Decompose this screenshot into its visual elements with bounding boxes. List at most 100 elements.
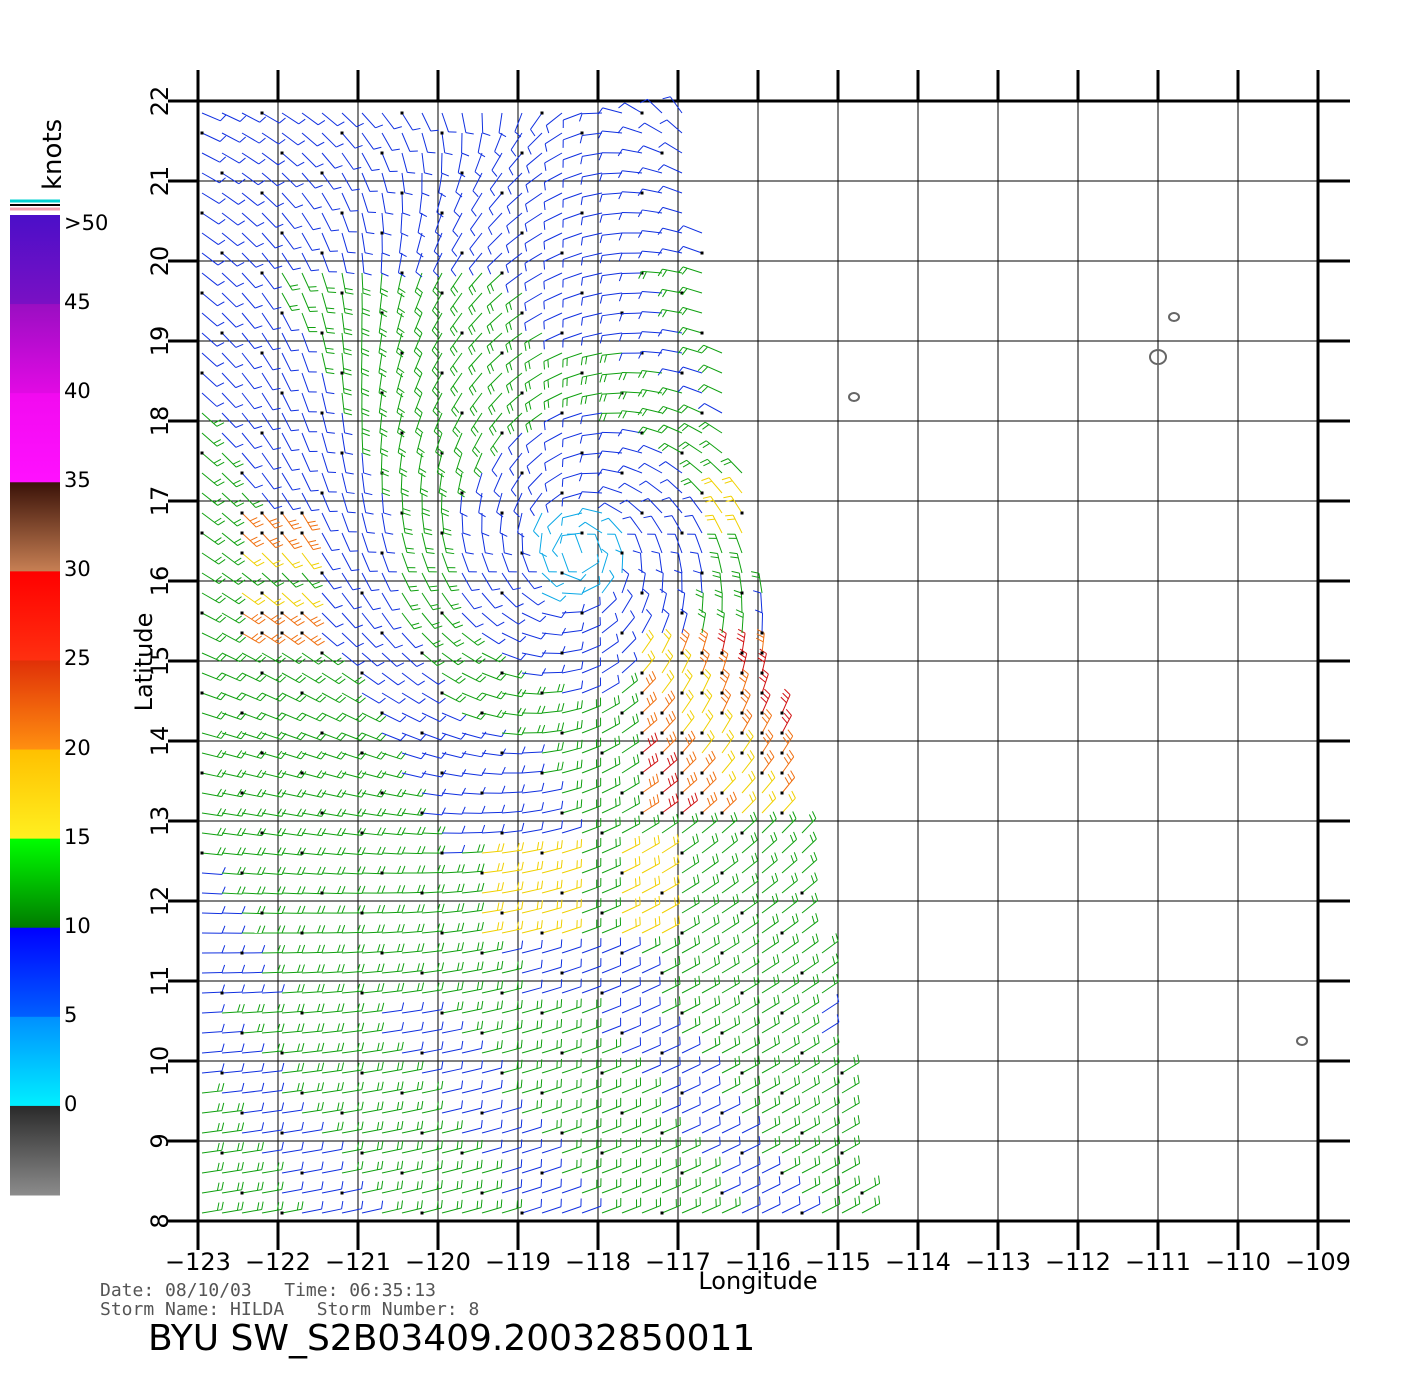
wind-barb [380, 631, 403, 649]
wind-barb [341, 924, 366, 934]
wind-barb [487, 372, 503, 395]
wind-barb [752, 590, 763, 614]
wind-barb [601, 997, 622, 1014]
colorbar-band [10, 1105, 60, 1196]
wind-barb [401, 962, 425, 974]
wind-barb [581, 817, 602, 834]
wind-barb [481, 843, 505, 854]
wind-barb [381, 1200, 404, 1214]
wind-barb [641, 1037, 661, 1054]
wind-barb [581, 292, 603, 306]
wind-barb [221, 906, 246, 915]
wind-barb [441, 787, 466, 796]
wind-barb [468, 272, 483, 296]
wind-barb [741, 954, 760, 974]
wind-barb [664, 515, 684, 535]
wind-barb [580, 596, 601, 615]
wind-barb [361, 1101, 384, 1114]
wind-barb [461, 612, 484, 628]
wind-barb [361, 652, 385, 667]
wind-barb [361, 472, 373, 496]
wind-barb [401, 712, 427, 723]
wind-barb [801, 1095, 820, 1114]
wind-barb [521, 821, 544, 834]
wind-barb [468, 312, 483, 336]
wind-barb [481, 1079, 503, 1094]
wind-barb [200, 531, 226, 546]
wind-barb [260, 631, 286, 645]
wind-barb [720, 934, 740, 955]
wind-barb [341, 1200, 364, 1214]
wind-barb [600, 1137, 622, 1155]
wind-barb [321, 1003, 345, 1014]
wind-barb [678, 441, 703, 454]
wind-barb [481, 1119, 503, 1134]
wind-barb [841, 1094, 860, 1114]
wind-barb [361, 272, 371, 296]
wind-barb [780, 770, 796, 795]
wind-barb [761, 1035, 780, 1054]
wind-barb [660, 875, 680, 895]
wind-barb [361, 1022, 385, 1034]
wind-barb [621, 1197, 642, 1214]
wind-barb [761, 1156, 781, 1174]
wind-barb [361, 1160, 384, 1174]
wind-barb [241, 332, 263, 350]
wind-barb [800, 1196, 821, 1215]
wind-barb [321, 1042, 345, 1054]
wind-barb [341, 1081, 364, 1094]
wind-barb [720, 853, 739, 875]
wind-barb [521, 649, 547, 658]
wind-barb [508, 151, 524, 176]
wind-barb [541, 1198, 562, 1214]
wind-barb [419, 192, 428, 217]
wind-barb [240, 1181, 264, 1195]
wind-barb [600, 1057, 622, 1075]
wind-barb [840, 1054, 860, 1075]
wind-barb [599, 212, 623, 223]
wind-barb [281, 552, 303, 569]
wind-barb [679, 628, 690, 655]
wind-barb [413, 372, 423, 398]
wind-barb [321, 1181, 344, 1194]
wind-barb [281, 1003, 305, 1014]
wind-barb [617, 465, 643, 474]
wind-barb [637, 188, 663, 197]
wind-barb [781, 872, 798, 894]
colorbar-band [10, 1016, 60, 1107]
wind-barb [381, 612, 402, 630]
wind-barb [679, 459, 703, 474]
wind-barb [661, 1177, 681, 1194]
wind-barb [601, 1017, 622, 1034]
wind-barb [821, 1195, 841, 1214]
wind-barb [541, 800, 564, 814]
wind-barb [280, 1042, 305, 1055]
wind-barb [261, 472, 282, 490]
wind-barb [200, 847, 226, 856]
wind-barb [280, 631, 306, 645]
wind-barb [581, 1158, 602, 1174]
wind-barb [561, 1178, 582, 1194]
wind-barb [221, 612, 246, 624]
wind-barb [241, 847, 266, 856]
wind-barb [543, 372, 563, 390]
wind-barb [341, 732, 367, 741]
wind-barb [361, 1200, 384, 1214]
wind-barb [638, 311, 663, 320]
wind-barb [674, 569, 683, 594]
wind-barb [579, 132, 603, 144]
wind-barb [801, 933, 819, 954]
wind-barb [261, 572, 285, 587]
wind-barb [300, 1003, 325, 1015]
wind-barb [470, 412, 483, 437]
wind-barb [581, 1178, 602, 1194]
wind-barb [261, 984, 285, 994]
wind-barb [562, 332, 583, 348]
wind-barb [620, 693, 639, 715]
wind-barb [221, 964, 246, 974]
wind-barb [780, 994, 800, 1015]
wind-barb [681, 894, 700, 914]
wind-barb [781, 1055, 800, 1074]
wind-barb [241, 652, 267, 663]
wind-barb [757, 648, 767, 675]
